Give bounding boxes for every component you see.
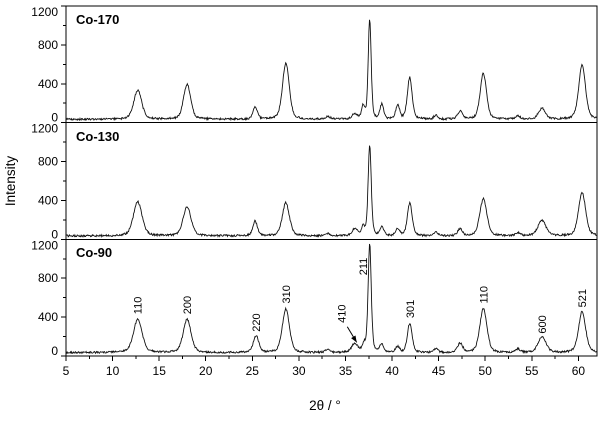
panel-border-co-170 [65,5,598,124]
x-tick-label: 60 [572,364,586,378]
peak-label-310: 310 [281,285,293,303]
x-tick-label: 10 [106,364,120,378]
x-tick-label: 15 [153,364,167,378]
x-tick-label: 45 [432,364,446,378]
panel-title-co-170: Co-170 [76,12,119,27]
trace-co-170 [65,19,598,122]
panel-title-co-130: Co-130 [76,129,119,144]
y-tick-label: 800 [38,271,58,285]
panel-border-co-130 [65,122,598,240]
y-tick-label: 400 [38,193,58,207]
y-tick-label: 400 [38,310,58,324]
y-tick-label: 400 [38,77,58,91]
peak-label-200: 200 [182,296,194,314]
x-tick-label: 40 [385,364,399,378]
x-tick-label: 50 [479,364,493,378]
x-tick-label: 20 [199,364,213,378]
peak-label-110: 110 [133,297,145,315]
panel-title-co-90: Co-90 [76,245,112,260]
arrow-head-410 [351,335,357,343]
x-tick-label: 55 [525,364,539,378]
x-tick-label: 30 [292,364,306,378]
x-axis-title: 2θ / ° [309,398,341,413]
y-tick-label: 1200 [31,122,58,136]
x-tick-label: 25 [246,364,260,378]
trace-co-130 [65,145,598,239]
y-tick-label: 1200 [31,238,58,252]
peak-label-301: 301 [405,300,417,318]
peak-label-410: 410 [337,305,349,323]
y-tick-label: 0 [51,227,58,241]
x-tick-label: 5 [63,364,70,378]
peak-label-211: 211 [358,258,370,276]
peak-label-521: 521 [577,289,589,307]
peak-label-220: 220 [251,313,263,331]
y-tick-label: 0 [51,111,58,125]
x-tick-label: 35 [339,364,353,378]
peak-label-600: 600 [537,315,549,333]
y-axis-title: Intensity [3,156,18,207]
y-tick-label: 800 [38,38,58,52]
y-tick-label: 800 [38,155,58,169]
y-tick-label: 0 [51,344,58,358]
trace-co-90 [65,243,598,355]
panel-border-co-90 [65,238,598,357]
peak-label-110: 110 [478,286,490,304]
y-tick-label: 1200 [31,5,58,19]
